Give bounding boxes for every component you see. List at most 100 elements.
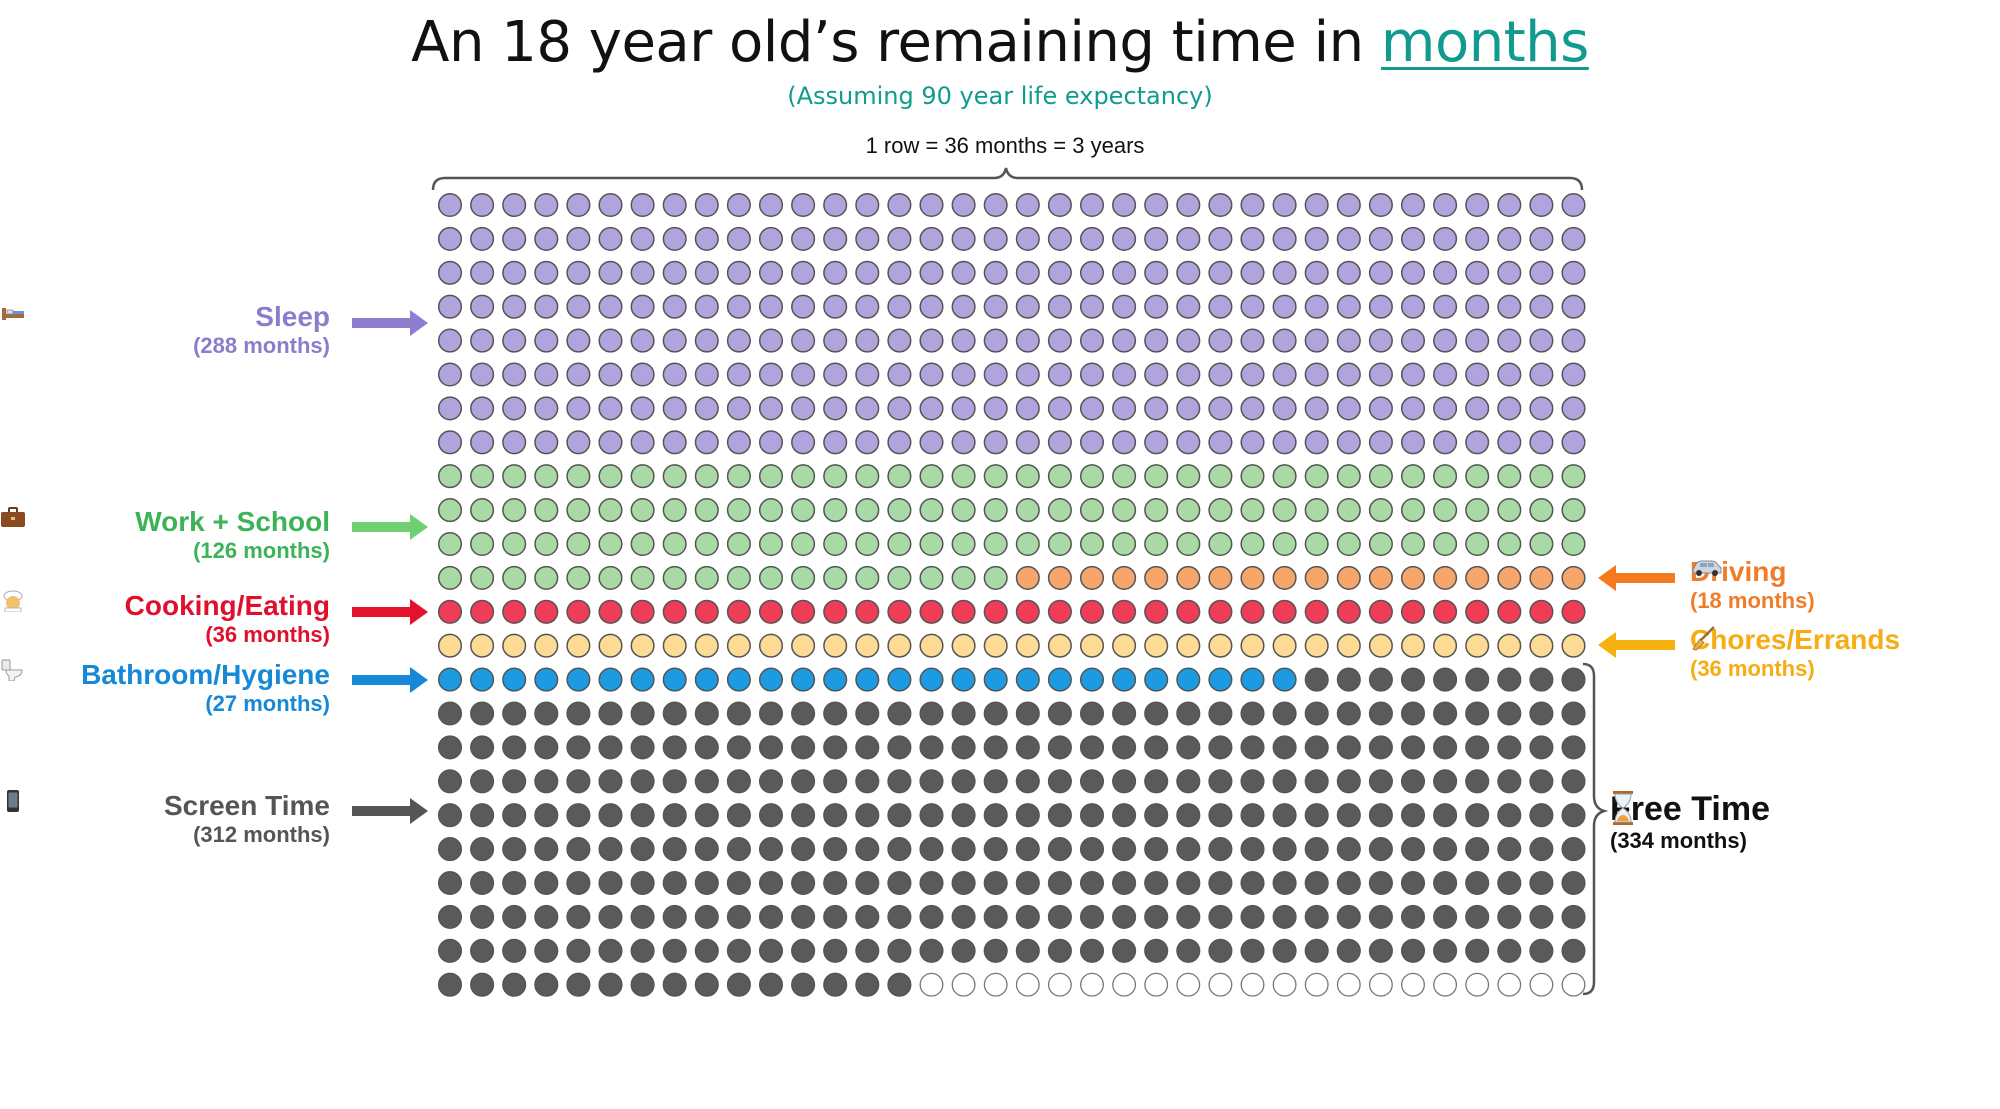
dot-screen <box>1336 870 1361 896</box>
dot-chores <box>1015 633 1040 658</box>
dot-screen <box>1144 803 1169 828</box>
dot-screen <box>855 904 880 929</box>
dot-screen <box>1304 870 1329 896</box>
dot-screen <box>566 972 591 997</box>
dot-sleep <box>1433 192 1458 218</box>
dot-sleep <box>1368 328 1393 353</box>
label-cooking: Cooking/Eating (36 months) <box>0 590 330 648</box>
dot-sleep <box>1240 396 1265 421</box>
dot-screen <box>1240 769 1265 794</box>
dot-sleep <box>1272 226 1297 251</box>
dot-work <box>1015 531 1040 557</box>
dot-work <box>437 565 463 590</box>
dot-bathroom <box>502 667 527 692</box>
dot-screen <box>437 803 463 828</box>
dot-cooking <box>919 599 944 624</box>
dot-screen <box>1208 870 1233 896</box>
dot-screen <box>1047 701 1072 726</box>
dot-screen <box>1015 837 1040 862</box>
dot-screen <box>1465 735 1490 760</box>
dot-sleep <box>437 396 463 421</box>
dot-screen <box>1529 870 1554 896</box>
dot-sleep <box>758 294 784 319</box>
dot-work <box>1112 464 1137 489</box>
dot-screen <box>1208 837 1233 862</box>
dot-sleep <box>1529 430 1554 455</box>
dot-bathroom <box>1240 667 1265 692</box>
dot-sleep <box>1433 226 1458 251</box>
dot-sleep <box>1433 294 1458 319</box>
dot-sleep <box>470 362 495 387</box>
dot-sleep <box>566 328 591 353</box>
dot-chores <box>1047 633 1072 658</box>
dot-sleep <box>1176 362 1201 387</box>
dot-sleep <box>855 226 880 251</box>
dot-sleep <box>919 192 944 218</box>
label-sleep-months: (288 months) <box>193 333 330 358</box>
dot-free <box>951 972 976 997</box>
dot-chores <box>437 633 463 658</box>
dot-screen <box>1176 870 1201 896</box>
dot-screen <box>630 938 655 963</box>
dot-screen <box>758 972 784 997</box>
dot-screen <box>1400 803 1426 828</box>
dot-screen <box>1015 769 1040 794</box>
dot-bathroom <box>919 667 944 692</box>
dot-screen <box>470 837 495 862</box>
dot-screen <box>951 735 976 760</box>
dot-sleep <box>1368 226 1393 251</box>
label-work-months: (126 months) <box>193 538 330 563</box>
dot-cooking <box>662 599 687 624</box>
dot-screen <box>1015 735 1040 760</box>
dot-sleep <box>1079 294 1105 319</box>
dot-sleep <box>1561 396 1586 421</box>
dot-sleep <box>1368 430 1393 455</box>
dot-sleep <box>1112 226 1137 251</box>
dot-screen <box>662 870 687 896</box>
dot-sleep <box>887 226 912 251</box>
dot-screen <box>791 803 816 828</box>
dot-bathroom <box>1015 667 1040 692</box>
dot-screen <box>502 769 527 794</box>
dot-work <box>1112 531 1137 557</box>
dot-screen <box>1112 803 1137 828</box>
dot-screen <box>630 904 655 929</box>
dot-screen <box>566 837 591 862</box>
dot-chores <box>566 633 591 658</box>
dot-sleep <box>1336 226 1361 251</box>
dot-screen <box>1144 938 1169 963</box>
dot-sleep <box>1176 430 1201 455</box>
dot-screen <box>662 938 687 963</box>
dot-screen <box>1561 938 1586 963</box>
dot-sleep <box>1176 294 1201 319</box>
dot-screen <box>437 837 463 862</box>
dot-sleep <box>1176 328 1201 353</box>
dot-sleep <box>823 328 848 353</box>
dot-work <box>1304 531 1329 557</box>
dot-sleep <box>1047 260 1072 285</box>
dot-sleep <box>1304 226 1329 251</box>
dot-sleep <box>951 328 976 353</box>
dot-work <box>502 565 527 590</box>
dot-cooking <box>1272 599 1297 624</box>
dot-sleep <box>566 294 591 319</box>
dot-screen <box>598 904 623 929</box>
dot-screen <box>887 735 912 760</box>
dot-screen <box>502 701 527 726</box>
dot-screen <box>1465 701 1490 726</box>
dot-screen <box>983 837 1008 862</box>
dot-work <box>1497 498 1522 523</box>
dot-sleep <box>1304 396 1329 421</box>
dot-screen <box>1272 769 1297 794</box>
dot-sleep <box>983 328 1008 353</box>
dot-sleep <box>887 260 912 285</box>
dot-work <box>694 531 719 557</box>
dot-sleep <box>791 430 816 455</box>
dot-screen <box>823 769 848 794</box>
dot-driving <box>1433 565 1458 590</box>
dot-screen <box>630 837 655 862</box>
dot-sleep <box>1144 362 1169 387</box>
dot-sleep <box>1336 430 1361 455</box>
dot-screen <box>1015 904 1040 929</box>
dot-sleep <box>534 294 559 319</box>
